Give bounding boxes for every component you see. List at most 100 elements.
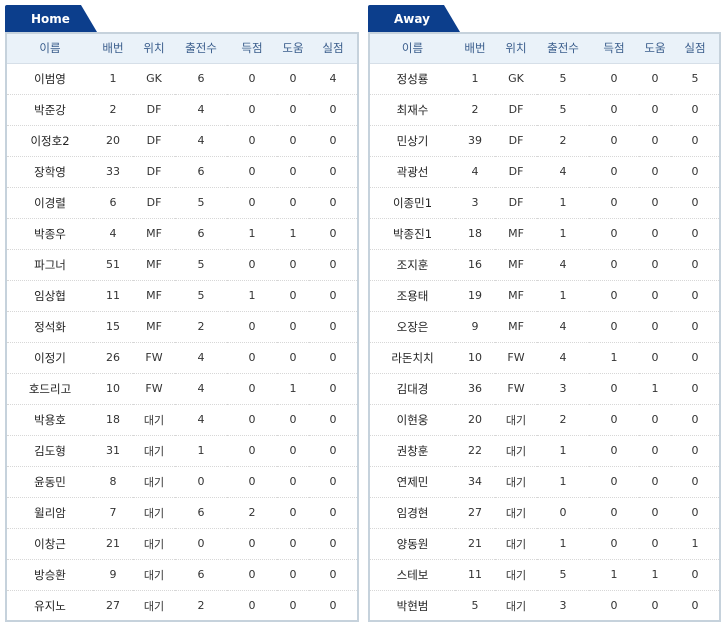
position-cell: 대기	[495, 435, 537, 467]
conceded-cell: 0	[309, 342, 357, 374]
column-header-appearances: 출전수	[537, 34, 589, 64]
position-cell: 대기	[495, 466, 537, 498]
table-row: 이현웅 20 대기 2 0 0 0	[370, 404, 719, 436]
goals-cell: 0	[589, 249, 639, 281]
jersey-number-cell: 21	[93, 528, 133, 560]
jersey-number-cell: 20	[93, 125, 133, 157]
appearances-cell: 1	[175, 435, 227, 467]
player-name-cell: 최재수	[370, 94, 455, 126]
appearances-cell: 5	[175, 249, 227, 281]
home-roster-table: 이름 배번 위치 출전수 득점 도움 실점 이범영 1 GK 6 0 0 4 박준강 2 DF 4 0…	[7, 34, 357, 621]
goals-cell: 0	[589, 311, 639, 343]
position-cell: 대기	[495, 528, 537, 560]
column-header-name: 이름	[7, 34, 93, 64]
jersey-number-cell: 7	[93, 497, 133, 529]
jersey-number-cell: 10	[455, 342, 495, 374]
table-row: 정성룡 1 GK 5 0 0 5	[370, 63, 719, 95]
goals-cell: 0	[227, 249, 277, 281]
goals-cell: 0	[589, 373, 639, 405]
assists-cell: 0	[639, 497, 671, 529]
position-cell: MF	[495, 249, 537, 281]
goals-cell: 0	[589, 435, 639, 467]
player-name-cell: 유지노	[34, 598, 66, 613]
player-name-cell: 조용태	[370, 280, 455, 312]
jersey-number-cell: 2	[455, 94, 495, 126]
conceded-cell: 0	[309, 125, 357, 157]
goals-cell: 1	[227, 280, 277, 312]
position-cell: 대기	[133, 528, 175, 560]
conceded-cell: 0	[671, 249, 719, 281]
assists-cell: 0	[639, 311, 671, 343]
table-row: 라돈치치 10 FW 4 1 0 0	[370, 342, 719, 374]
player-name-cell: 이창근	[7, 528, 93, 560]
conceded-cell: 0	[309, 156, 357, 188]
position-cell: DF	[495, 94, 537, 126]
table-row: 최재수 2 DF 5 0 0 0	[370, 94, 719, 126]
home-tab[interactable]: Home	[5, 5, 97, 32]
assists-cell: 1	[277, 373, 309, 405]
goals-cell: 0	[227, 435, 277, 467]
player-name-cell: 박현범	[396, 598, 429, 613]
player-name-cell: 윤동민	[7, 466, 93, 498]
goals-cell: 0	[227, 94, 277, 126]
conceded-cell: 0	[671, 218, 719, 250]
away-header-row: 이름 배번 위치 출전수 득점 도움 실점	[370, 34, 719, 64]
goals-cell: 0	[227, 559, 277, 591]
goals-cell: 0	[248, 599, 256, 613]
assists-cell: 0	[289, 599, 297, 613]
table-row: 김도형 31 대기 1 0 0 0	[7, 435, 357, 467]
jersey-number-cell: 6	[93, 187, 133, 219]
goals-cell: 1	[589, 342, 639, 374]
position-cell: FW	[133, 342, 175, 374]
position-cell: 대기	[133, 435, 175, 467]
table-row: 임상협 11 MF 5 1 0 0	[7, 280, 357, 312]
table-row: 방승환 9 대기 6 0 0 0	[7, 559, 357, 591]
position-cell: 대기	[133, 559, 175, 591]
assists-cell: 0	[651, 599, 659, 613]
jersey-number-cell: 5	[471, 599, 479, 613]
conceded-cell: 0	[671, 497, 719, 529]
column-header-name: 이름	[370, 34, 455, 64]
assists-cell: 0	[639, 187, 671, 219]
jersey-number-cell: 1	[93, 63, 133, 95]
conceded-cell: 0	[309, 528, 357, 560]
position-cell: 대기	[133, 466, 175, 498]
column-header-assists: 도움	[277, 34, 309, 64]
conceded-cell: 0	[671, 156, 719, 188]
position-cell: 대기	[133, 497, 175, 529]
away-tab[interactable]: Away	[368, 5, 460, 32]
jersey-number-cell: 1	[455, 63, 495, 95]
goals-cell: 0	[227, 342, 277, 374]
jersey-number-cell: 33	[93, 156, 133, 188]
position-cell: MF	[133, 218, 175, 250]
table-row: 임경현 27 대기 0 0 0 0	[370, 497, 719, 529]
player-name-cell: 파그너	[7, 249, 93, 281]
appearances-cell: 4	[175, 404, 227, 436]
table-row: 이정기 26 FW 4 0 0 0	[7, 342, 357, 374]
table-row: 박용호 18 대기 4 0 0 0	[7, 404, 357, 436]
home-table-box: 이름 배번 위치 출전수 득점 도움 실점 이범영 1 GK 6 0 0 4 박준강 2 DF 4 0…	[5, 32, 359, 622]
appearances-cell: 0	[175, 528, 227, 560]
away-tab-shape	[368, 5, 460, 32]
table-row: 양동원 21 대기 1 0 0 1	[370, 528, 719, 560]
player-name-cell: 연제민	[370, 466, 455, 498]
conceded-cell: 0	[309, 435, 357, 467]
away-roster-table: 이름 배번 위치 출전수 득점 도움 실점 정성룡 1 GK 5 0 0 5 최재수 2 DF 5 0…	[370, 34, 719, 621]
jersey-number-cell: 3	[455, 187, 495, 219]
player-name-cell: 방승환	[7, 559, 93, 591]
assists-cell: 1	[639, 559, 671, 591]
goals-cell: 0	[589, 466, 639, 498]
position-cell: MF	[495, 218, 537, 250]
jersey-number-cell: 10	[93, 373, 133, 405]
position-cell: FW	[133, 373, 175, 405]
assists-cell: 0	[639, 125, 671, 157]
conceded-cell: 0	[671, 342, 719, 374]
conceded-cell: 0	[671, 373, 719, 405]
jersey-number-cell: 16	[455, 249, 495, 281]
jersey-number-cell: 34	[455, 466, 495, 498]
conceded-cell: 1	[671, 528, 719, 560]
conceded-cell: 0	[671, 311, 719, 343]
appearances-cell: 3	[559, 599, 567, 613]
table-row: 권창훈 22 대기 1 0 0 0	[370, 435, 719, 467]
jersey-number-cell: 18	[455, 218, 495, 250]
